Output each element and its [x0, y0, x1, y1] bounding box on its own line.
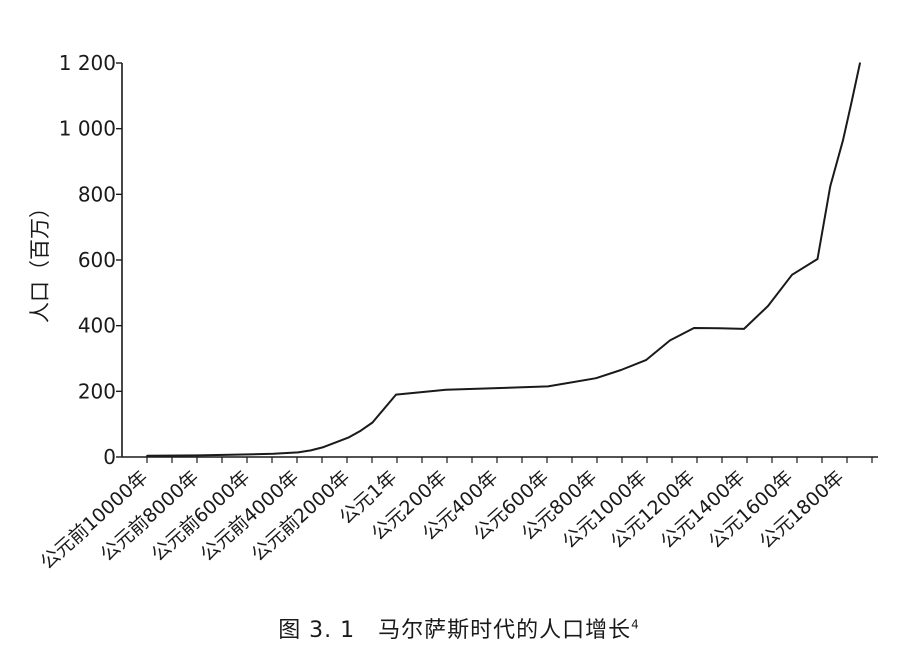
data-point [829, 185, 832, 187]
data-point [816, 258, 819, 260]
caption-footnote: 4 [631, 617, 640, 632]
y-tick-label: 600 [78, 248, 116, 272]
data-point [791, 274, 793, 276]
data-point [310, 449, 312, 452]
data-point [146, 454, 148, 457]
y-tick-label: 200 [78, 379, 116, 403]
data-point [496, 387, 498, 389]
data-point [743, 328, 745, 330]
y-tick-label: 0 [103, 445, 116, 469]
data-point [767, 305, 769, 307]
data-point [335, 441, 338, 444]
data-point [348, 436, 350, 439]
y-tick-label: 1 000 [59, 117, 116, 141]
data-point [359, 429, 362, 432]
y-tick-label: 1 200 [59, 51, 116, 75]
data-point [248, 453, 250, 456]
population-line [146, 62, 861, 457]
y-tick-label: 800 [78, 182, 116, 206]
data-point [842, 139, 844, 141]
data-point [272, 452, 275, 455]
data-point [445, 388, 447, 391]
data-point [850, 101, 853, 104]
figure-caption: 图 3. 1 马尔萨斯时代的人口增长4 [0, 612, 918, 644]
caption-text: 图 3. 1 马尔萨斯时代的人口增长 [278, 618, 632, 643]
y-tick-label: 400 [78, 314, 116, 338]
data-point [197, 454, 199, 457]
data-point [297, 451, 299, 454]
y-axis-label: 人口（百万） [28, 197, 52, 323]
data-point [859, 62, 861, 64]
data-point [595, 377, 597, 380]
data-point [322, 446, 325, 448]
data-point [718, 327, 720, 330]
data-point [693, 327, 695, 329]
data-point [669, 339, 671, 342]
data-point [547, 385, 549, 388]
data-point [395, 393, 397, 396]
data-point [645, 359, 647, 361]
data-point [371, 421, 374, 424]
data-point [620, 369, 622, 371]
